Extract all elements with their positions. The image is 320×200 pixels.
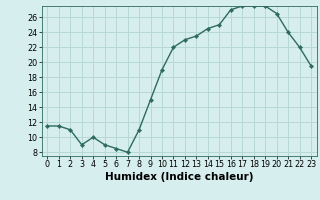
X-axis label: Humidex (Indice chaleur): Humidex (Indice chaleur) xyxy=(105,172,253,182)
